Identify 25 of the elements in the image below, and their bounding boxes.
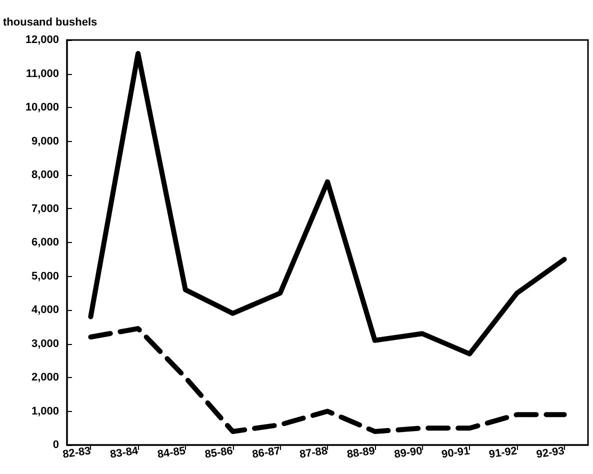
y-tick-label: 0 — [52, 439, 59, 451]
x-tick-label: 82-83 — [62, 445, 92, 461]
y-axis-title: thousand bushels — [3, 16, 98, 28]
x-tick-label: 89-90 — [394, 445, 424, 461]
x-tick-label: 84-85 — [156, 445, 186, 461]
x-tick-label: 92-93 — [536, 445, 566, 461]
x-tick-label: 86-87 — [251, 445, 281, 461]
x-tick-label: 91-92 — [488, 445, 518, 461]
x-tick-label: 87-88 — [298, 445, 328, 461]
y-tick-label: 9,000 — [31, 135, 59, 148]
y-tick-label: 3,000 — [31, 338, 59, 350]
y-tick-label: 2,000 — [31, 372, 59, 384]
y-tick-label: 11,000 — [26, 68, 59, 80]
y-tick-label: 4,000 — [31, 304, 59, 316]
x-tick-label: 90-91 — [440, 445, 470, 461]
x-tick-label: 88-89 — [346, 445, 376, 461]
y-tick-label: 7,000 — [31, 202, 59, 215]
y-tick-label: 6,000 — [31, 236, 59, 248]
x-tick-label: 85-86 — [204, 445, 234, 461]
x-tick-label: 83-84 — [109, 444, 140, 461]
y-tick-label: 10,000 — [25, 102, 59, 114]
y-tick-label: 12,000 — [25, 34, 59, 46]
y-tick-label: 8,000 — [31, 169, 59, 181]
y-tick-label: 1,000 — [31, 405, 59, 418]
y-tick-label: 5,000 — [31, 270, 59, 282]
